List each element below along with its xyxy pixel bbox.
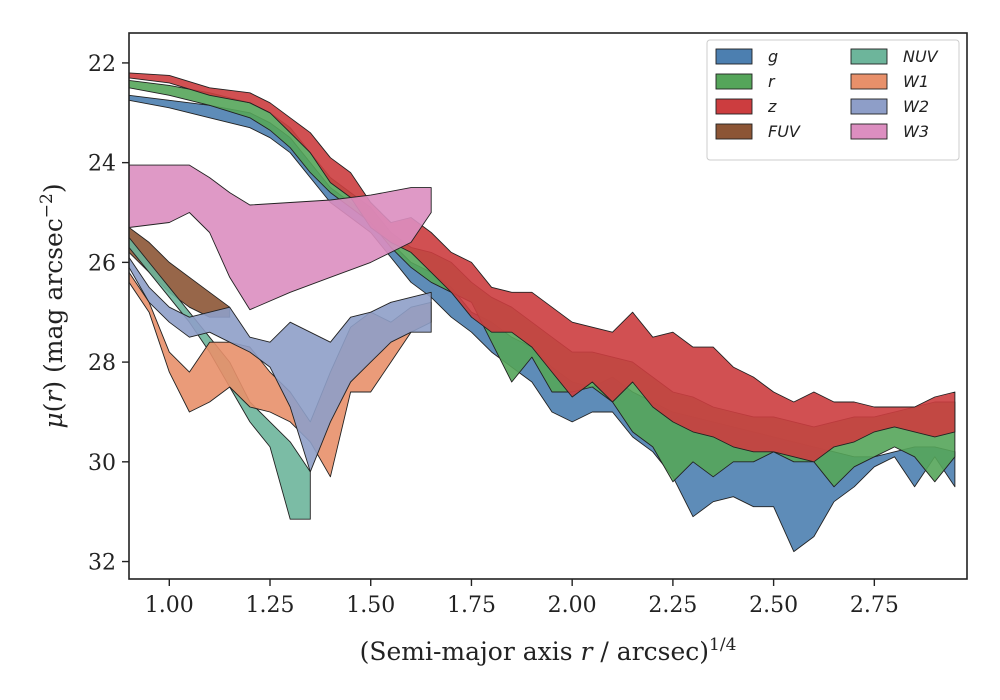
legend-swatch-nuv — [850, 48, 888, 65]
x-tick-label: 1.50 — [346, 593, 395, 618]
y-tick-label: 24 — [88, 152, 116, 177]
x-tick-label: 2.75 — [850, 593, 899, 618]
legend-swatch-w3 — [850, 123, 888, 140]
plot-frame — [128, 32, 968, 580]
x-tick-label: 1.00 — [145, 593, 194, 618]
x-tick-label: 1.25 — [246, 593, 295, 618]
y-tick-label: 26 — [88, 251, 116, 276]
legend-swatch-w2 — [850, 98, 888, 115]
legend-swatch-g — [715, 48, 753, 65]
x-tick-label: 2.00 — [548, 593, 597, 618]
x-tick-label: 1.75 — [447, 593, 496, 618]
y-axis: 22 24 26 28 30 32 — [88, 52, 129, 576]
legend-label-w2: W2 — [903, 97, 929, 116]
series-layer — [129, 72, 956, 553]
x-tick-label: 2.25 — [648, 593, 697, 618]
legend-label-g: g — [768, 47, 778, 66]
y-tick-label: 30 — [88, 451, 116, 476]
legend-swatch-fuv — [715, 123, 753, 140]
legend-label-z: z — [767, 97, 777, 116]
x-tick-label: 2.50 — [749, 593, 798, 618]
legend-box — [706, 39, 960, 161]
legend-label-r: r — [768, 72, 776, 91]
y-tick-label: 28 — [88, 351, 116, 376]
legend-label-w1: W1 — [903, 72, 929, 91]
legend-label-nuv: NUV — [903, 47, 939, 66]
legend-swatch-r — [715, 73, 753, 90]
legend-swatch-w1 — [850, 73, 888, 90]
x-axis-label: (Semi-major axis r / arcsec)1/4 — [360, 635, 737, 666]
x-axis: 1.00 1.25 1.50 1.75 2.00 2.25 2.50 2.75 — [145, 579, 899, 618]
legend-swatch-z — [715, 98, 753, 115]
y-axis-label: μ(r) (mag arcsec−2) — [37, 183, 68, 428]
legend-label-fuv: FUV — [768, 122, 801, 141]
legend-label-w3: W3 — [903, 122, 929, 141]
legend: grz FUV NUV W1 W2 W3 — [706, 39, 960, 161]
band-z — [129, 72, 956, 463]
band-w2 — [129, 256, 432, 473]
y-tick-label: 32 — [88, 551, 116, 576]
band-w3 — [129, 164, 432, 311]
y-tick-label: 22 — [88, 52, 116, 77]
